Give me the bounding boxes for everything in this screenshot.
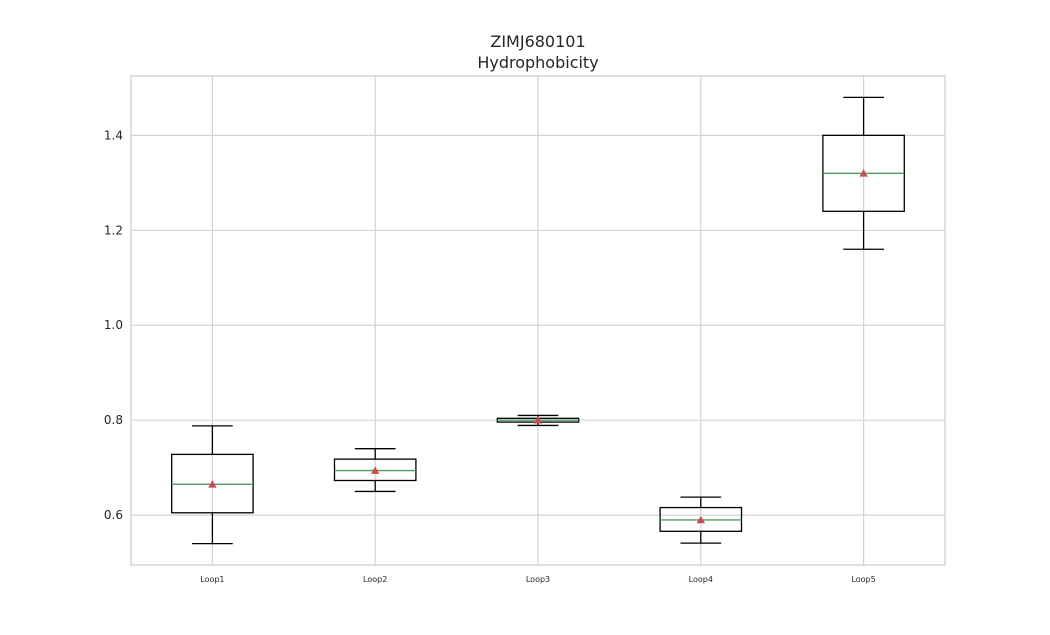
y-tick-label: 1.4 xyxy=(104,128,123,142)
x-tick-label: Loop3 xyxy=(526,575,550,584)
y-tick-label: 0.6 xyxy=(104,508,123,522)
y-tick-label: 1.0 xyxy=(104,318,123,332)
box-loop2 xyxy=(333,448,417,493)
chart-subtitle: Hydrophobicity xyxy=(477,53,598,72)
box-loop1 xyxy=(171,425,254,545)
x-tick-label: Loop5 xyxy=(851,575,875,584)
axis-layer: 0.6 0.8 1.0 1.2 1.4 Loop1 Loop2 Loop3 Loop4 Loop5 xyxy=(104,128,876,584)
plot-frame xyxy=(130,75,946,566)
mean-marker xyxy=(371,466,380,474)
iqr-box xyxy=(333,458,417,482)
y-tick-label: 1.2 xyxy=(104,223,123,237)
mean-marker xyxy=(533,415,543,424)
mean-marker xyxy=(208,480,217,488)
x-tick-label: Loop2 xyxy=(363,575,387,584)
mean-marker xyxy=(696,515,705,524)
box-loop5 xyxy=(822,96,905,250)
grid-layer xyxy=(131,76,945,565)
box-loop3 xyxy=(496,414,580,427)
boxes-layer xyxy=(171,96,905,545)
x-tick-label: Loop4 xyxy=(689,575,713,584)
x-tick-label: Loop1 xyxy=(200,575,224,584)
y-tick-label: 0.8 xyxy=(104,413,123,427)
box-loop4 xyxy=(659,496,743,544)
chart-title: ZIMJ680101 xyxy=(490,32,585,51)
mean-marker xyxy=(859,169,868,177)
iqr-box xyxy=(171,453,254,514)
